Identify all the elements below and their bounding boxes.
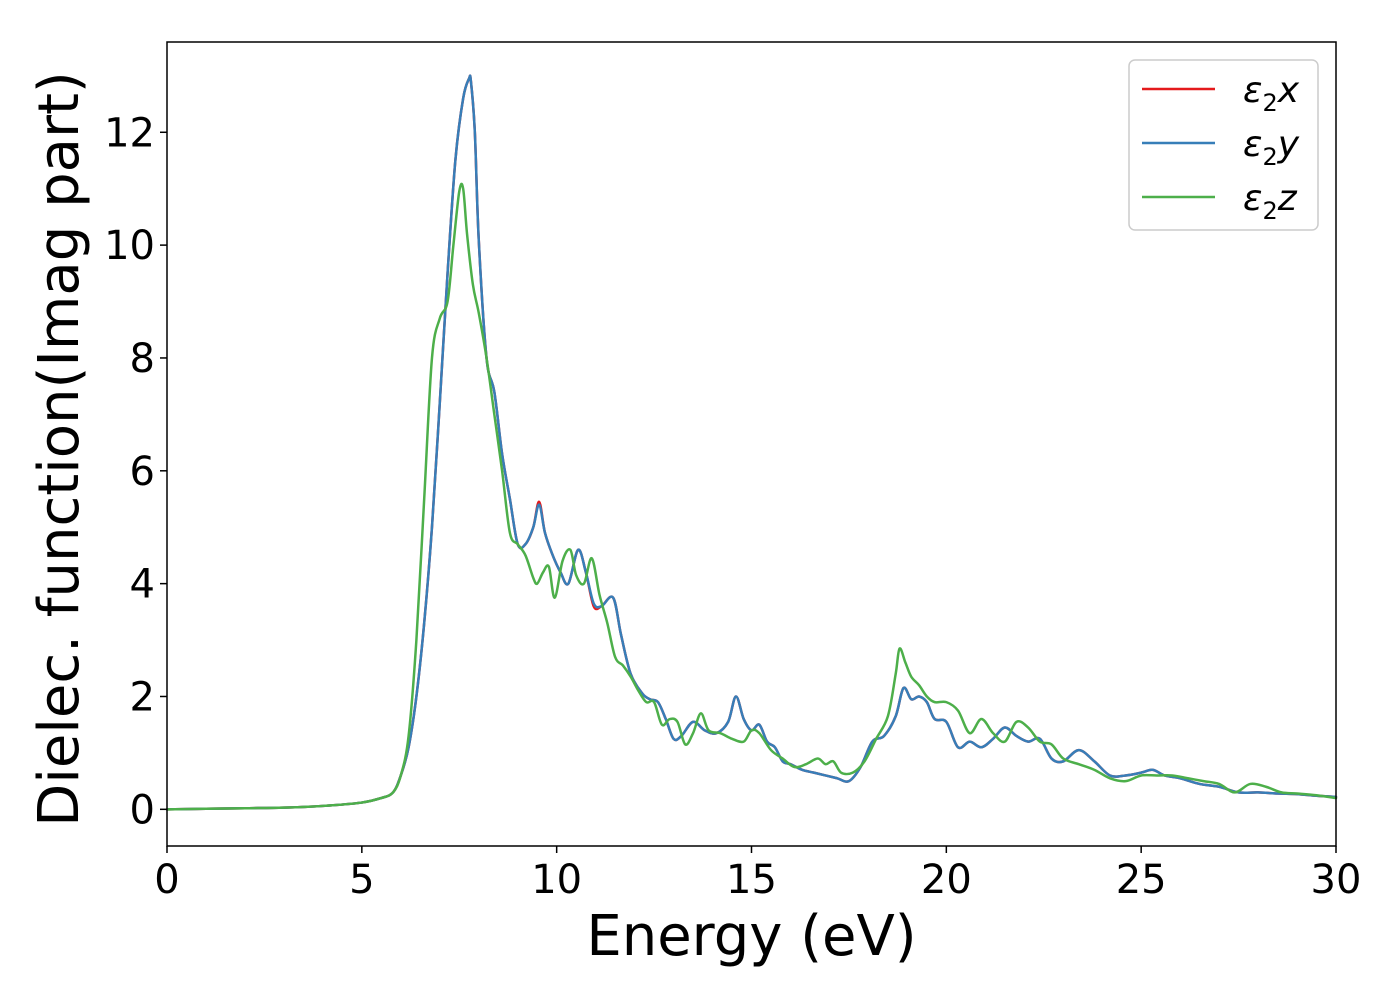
series-lines xyxy=(165,74,1338,811)
y-tick-label: 2 xyxy=(130,674,155,720)
y-axis-ticks: 0 2 4 6 8 10 12 xyxy=(104,110,167,833)
y-tick-label: 0 xyxy=(130,787,155,833)
x-axis-ticks: 0 5 10 15 20 25 30 xyxy=(154,846,1361,903)
x-tick-label: 30 xyxy=(1311,857,1362,903)
x-tick-label: 25 xyxy=(1116,857,1167,903)
y-tick-label: 4 xyxy=(130,562,155,608)
legend-label: ε2x xyxy=(1243,70,1300,117)
x-tick-label: 5 xyxy=(349,857,374,903)
legend-label: ε2z xyxy=(1243,178,1298,225)
series-line-z xyxy=(165,182,1338,811)
x-tick-label: 15 xyxy=(726,857,777,903)
y-axis-label: Dielec. function(Imag part) xyxy=(27,71,92,827)
x-axis-label: Energy (eV) xyxy=(586,904,916,969)
y-tick-label: 12 xyxy=(104,110,155,156)
legend-item-z: ε2z xyxy=(1142,178,1298,225)
y-tick-label: 10 xyxy=(104,223,155,269)
y-tick-label: 6 xyxy=(130,449,155,495)
legend-item-y: ε2y xyxy=(1142,124,1300,171)
legend: ε2x ε2y ε2z xyxy=(1128,59,1319,231)
y-tick-label: 8 xyxy=(130,336,155,382)
legend-box xyxy=(1128,59,1319,231)
x-tick-label: 20 xyxy=(921,857,972,903)
x-tick-label: 0 xyxy=(154,857,179,903)
legend-label: ε2y xyxy=(1243,124,1300,171)
x-tick-label: 10 xyxy=(531,857,582,903)
legend-item-x: ε2x xyxy=(1142,70,1300,117)
